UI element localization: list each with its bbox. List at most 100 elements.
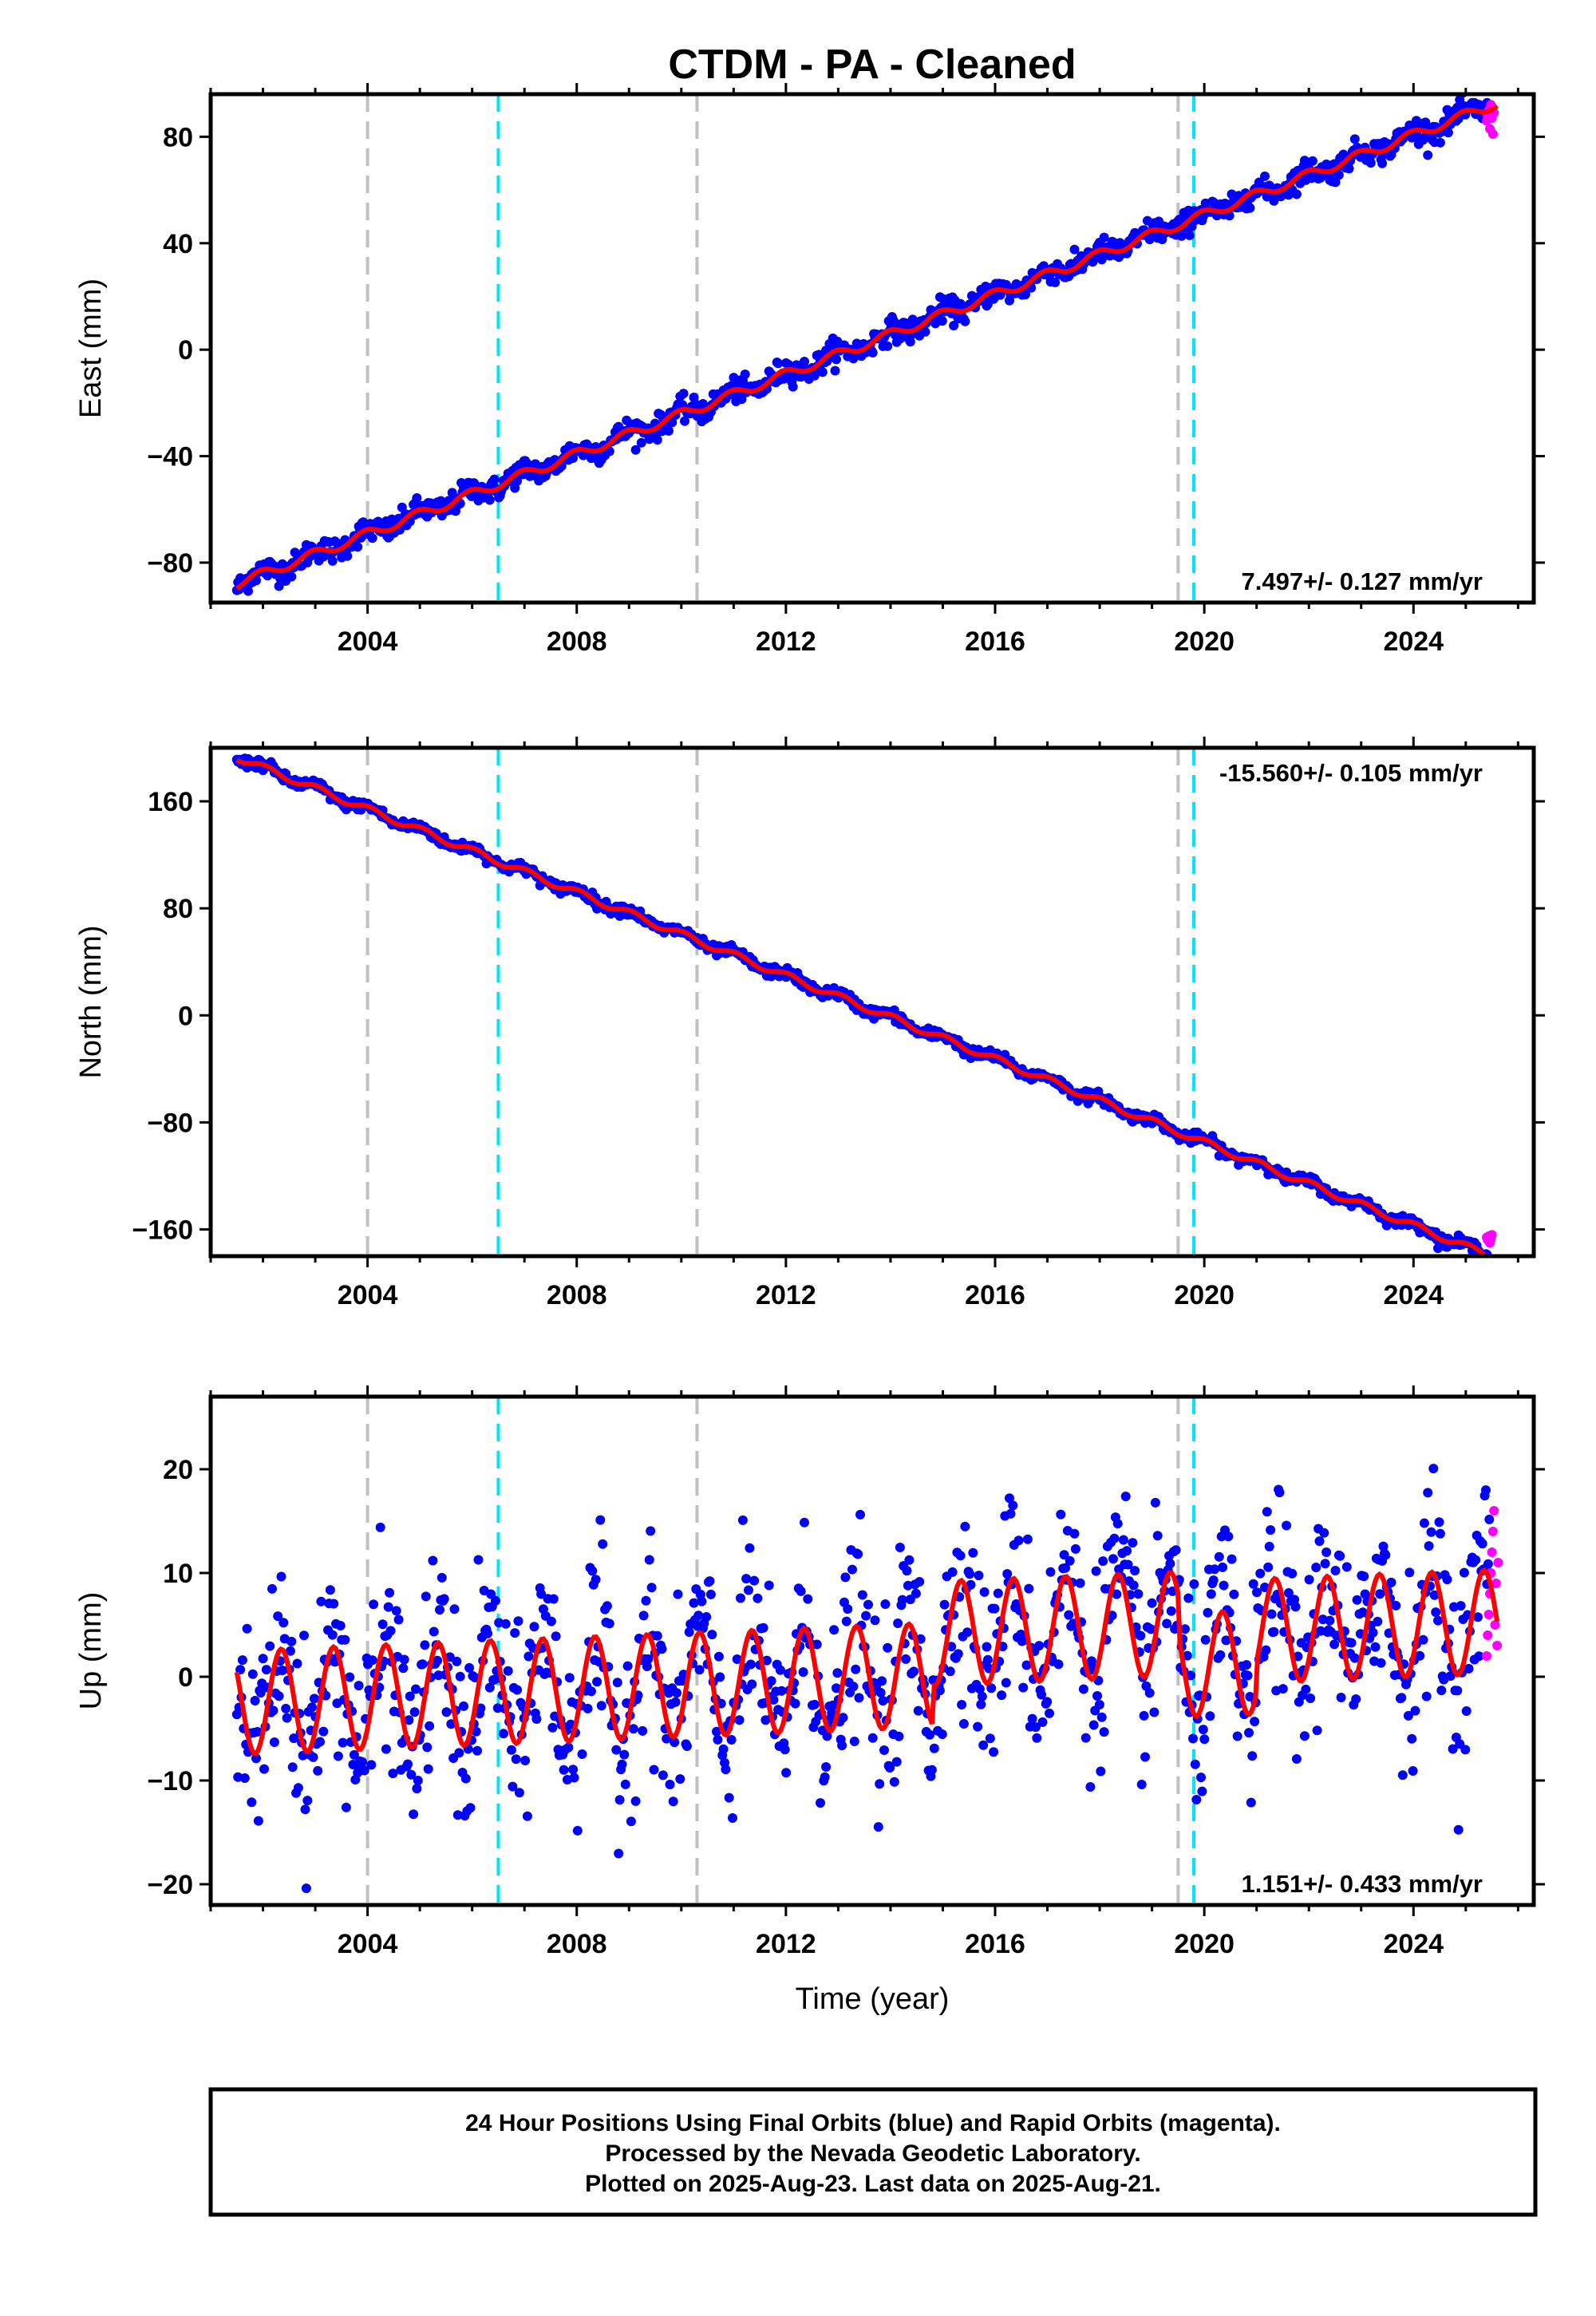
final-orbit-point [875,1688,886,1697]
x-tick-label: 2008 [547,1929,607,1959]
final-orbit-point [531,1714,542,1724]
final-orbit-point [460,1773,471,1784]
final-orbit-point [713,1651,724,1662]
final-orbit-point [1250,1717,1260,1727]
velocity-label: -15.560+/- 0.105 mm/yr [1219,759,1483,787]
final-orbit-point [1301,1684,1311,1694]
final-orbit-point [1419,1518,1429,1528]
final-orbit-point [880,1599,891,1609]
final-orbit-point [713,1734,723,1745]
x-tick-label: 2024 [1383,1280,1444,1310]
final-orbit-point [329,1599,339,1609]
final-orbit-point [471,1726,481,1737]
final-orbit-point [247,1669,258,1679]
final-orbit-point [1471,1555,1481,1565]
final-orbit-point [242,1623,252,1634]
final-orbit-point [1418,1634,1428,1645]
rapid-orbit-points [1482,1230,1497,1248]
final-orbit-point [279,1618,289,1628]
final-orbit-point [982,1654,993,1665]
final-orbit-point [1435,1528,1445,1539]
final-orbit-point [1021,1660,1032,1670]
final-orbit-point [1344,164,1354,174]
final-orbit-point [737,1515,748,1525]
final-orbit-point [798,1667,808,1678]
final-orbit-point [523,1651,534,1662]
final-orbit-point [409,1809,419,1820]
final-orbit-point [1130,1566,1140,1576]
final-orbit-point [1136,1630,1146,1641]
final-orbit-point [718,1744,729,1754]
final-orbit-point [734,1715,745,1725]
final-orbit-point [678,389,689,399]
final-orbit-point [577,1749,587,1759]
final-orbit-point [489,474,500,484]
final-orbit-point [849,1737,859,1746]
final-orbit-point [510,1628,520,1638]
final-orbit-point [1351,1694,1361,1704]
final-orbit-point [1215,1650,1226,1660]
final-orbit-point [790,1698,800,1709]
final-orbit-point [399,1654,409,1665]
final-orbit-point [252,1727,263,1737]
x-axis-label: Time (year) [796,1982,950,2016]
final-orbit-point [822,1731,832,1741]
final-orbit-point [1099,232,1109,243]
y-tick-label: −20 [147,1870,193,1900]
final-orbit-point [620,1779,630,1789]
final-orbit-point [1133,1589,1144,1599]
final-orbit-point [1190,1759,1200,1769]
final-orbit-point [393,1614,404,1625]
final-orbit-point [307,1702,317,1713]
x-tick-label: 2004 [338,1929,398,1959]
y-tick-label: 20 [163,1455,193,1485]
final-orbit-points [231,94,1495,596]
final-orbit-point [413,1776,423,1785]
final-orbit-point [854,1693,864,1703]
final-orbit-point [1183,1593,1194,1603]
final-orbit-point [522,1811,532,1821]
final-orbit-point [1005,1493,1014,1504]
final-orbit-point [258,1654,268,1664]
final-orbit-point [965,1569,975,1579]
final-orbit-point [1120,1492,1131,1501]
final-orbit-point [1391,1600,1401,1611]
final-orbit-point [253,1816,263,1826]
final-orbit-point [820,1772,830,1782]
final-orbit-point [536,1589,547,1599]
final-orbit-point [829,1625,839,1635]
final-orbit-point [1109,1533,1120,1543]
final-orbit-point [327,555,338,566]
final-orbit-point [894,1731,904,1741]
final-orbit-point [592,1677,602,1687]
final-orbit-point [929,1743,939,1753]
final-orbit-point [441,1707,452,1717]
x-tick-label: 2012 [756,626,816,657]
rapid-orbit-point [1487,1547,1497,1557]
final-orbit-point [705,1589,716,1599]
final-orbit-point [1290,1595,1300,1605]
final-orbit-point [1242,1670,1253,1681]
final-orbit-point [949,321,959,330]
final-orbit-point [349,1749,359,1760]
final-orbit-point [612,1678,622,1688]
final-orbit-point [652,1630,662,1641]
final-orbit-point [265,1641,275,1651]
final-orbit-point [646,1583,657,1593]
final-orbit-point [1459,1567,1469,1578]
x-tick-label: 2004 [338,1280,398,1310]
y-tick-label: −80 [147,548,193,579]
final-orbit-point [559,1765,569,1775]
final-orbit-point [953,1649,963,1659]
final-orbit-point [1053,1659,1064,1670]
final-orbit-point [251,575,261,586]
final-orbit-point [1065,1555,1075,1566]
final-orbit-point [1396,1693,1407,1703]
final-orbit-point [947,1567,958,1577]
final-orbit-point [503,1666,513,1676]
final-orbit-point [411,1684,421,1694]
final-orbit-point [1203,1607,1213,1618]
final-orbit-point [628,1724,638,1734]
y-axis-label: East (mm) [74,279,108,418]
final-orbit-point [966,1579,976,1590]
